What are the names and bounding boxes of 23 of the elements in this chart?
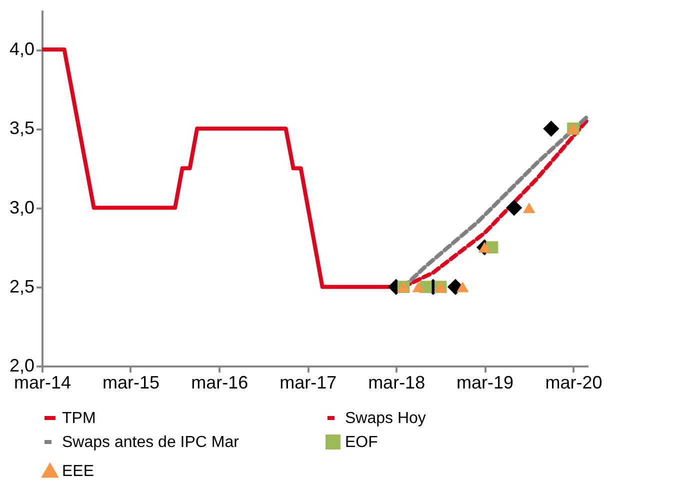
legend-label: Swaps antes de IPC Mar <box>62 434 240 451</box>
legend-label: EEE <box>62 463 94 480</box>
y-tick-label: 3,0 <box>9 197 34 218</box>
y-tick-label: 2,5 <box>9 276 34 296</box>
point <box>478 242 491 253</box>
x-tick-label: mar-16 <box>191 372 248 392</box>
x-tick-label: mar-17 <box>280 372 337 392</box>
x-tick-label: mar-18 <box>368 372 426 392</box>
x-tick-label: mar-15 <box>102 372 160 392</box>
x-tick-label: mar-14 <box>14 372 72 392</box>
legend-label: TPM <box>62 410 96 427</box>
x-tick-label: mar-19 <box>456 372 514 392</box>
y-tick-label: 3,5 <box>9 118 34 138</box>
legend-label: EOF <box>345 434 378 451</box>
point <box>412 282 424 292</box>
legend-label: Swaps Hoy <box>345 410 426 427</box>
point <box>456 282 469 292</box>
x-tick-label: mar-20 <box>545 372 602 392</box>
point <box>522 202 536 214</box>
point <box>543 120 560 137</box>
y-tick-label: 4,0 <box>9 39 34 60</box>
point <box>506 200 522 216</box>
y-tick-label: 2,0 <box>9 356 34 376</box>
